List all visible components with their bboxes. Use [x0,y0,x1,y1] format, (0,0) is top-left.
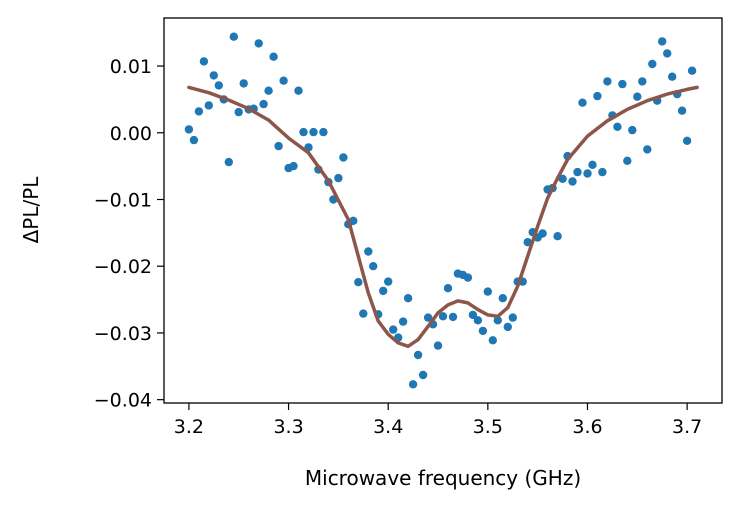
data-point [463,273,473,282]
data-point [413,350,423,360]
data-point [418,370,428,380]
data-point [633,92,642,101]
data-point [473,316,483,325]
data-point [658,37,667,46]
data-point [379,286,388,296]
data-point [319,127,328,137]
y-tick-label: −0.02 [94,256,152,278]
data-point [364,247,373,256]
y-tick-label: −0.03 [94,323,152,345]
data-point [598,167,607,177]
data-point [588,160,597,169]
data-point [309,127,318,137]
data-point [279,76,288,85]
y-axis: 0.01 0.00 −0.01 −0.02 −0.03 −0.04 [94,56,164,412]
data-point [229,32,238,41]
data-point [638,77,647,86]
y-axis-label: ΔPL/PL [19,176,43,244]
data-point [663,49,672,58]
data-point [339,153,348,162]
data-point [299,127,308,137]
data-point [359,309,368,318]
data-point [682,136,692,145]
x-tick-label: 3.5 [473,416,503,438]
data-point [274,141,283,151]
data-point [438,312,448,321]
data-point [408,380,418,389]
data-point [269,52,278,61]
data-point [369,262,378,271]
y-tick-label: 0.01 [110,56,152,78]
data-point [289,161,298,171]
data-point [423,313,433,322]
data-point [349,216,358,225]
data-point [498,294,507,303]
data-point [264,86,273,95]
data-point [448,312,458,322]
data-point [234,107,243,117]
plot-frame [163,17,723,404]
data-point [618,79,627,89]
data-point [523,238,532,247]
data-point [603,77,612,86]
data-point [583,169,592,178]
data-point [478,326,488,336]
data-point [578,98,587,107]
x-tick-label: 3.6 [572,416,602,438]
data-point [254,39,263,48]
data-point [483,287,492,296]
data-point [503,322,512,332]
data-point [433,341,443,350]
x-tick-label: 3.4 [373,416,403,438]
data-point [687,66,697,75]
fit-curve-layer [187,85,699,349]
data-point [294,86,303,95]
data-point [224,157,233,167]
data-point [199,57,209,66]
data-point [443,284,453,293]
data-point [648,59,657,69]
data-point [568,177,577,186]
data-point [259,99,268,109]
data-point [194,107,204,116]
data-point [488,336,497,345]
data-point [493,316,502,325]
data-point [384,277,393,286]
fit-curve [187,85,699,349]
x-tick-label: 3.7 [672,416,702,438]
data-point [553,232,562,241]
data-point [184,125,194,134]
data-point [593,91,602,101]
data-point [573,167,582,177]
data-point [628,125,637,135]
data-point [389,325,398,334]
y-tick-label: −0.01 [94,189,152,211]
data-point [538,229,547,238]
x-axis-label: Microwave frequency (GHz) [305,466,581,490]
x-tick-label: 3.3 [273,416,303,438]
data-point [239,79,248,88]
data-point [214,81,223,90]
data-point [189,135,199,145]
data-point [398,317,408,326]
y-tick-label: −0.04 [94,390,152,412]
data-point [677,106,687,115]
y-tick-label: 0.00 [110,123,152,145]
data-point [403,294,413,303]
data-point [623,156,632,165]
data-point [204,101,213,110]
x-tick-label: 3.2 [174,416,204,438]
data-point [668,72,677,81]
data-point [354,278,363,287]
data-point [468,310,478,320]
data-point [613,122,622,131]
data-point [334,173,343,183]
data-point [558,174,567,183]
data-point [643,145,652,154]
data-point [508,313,517,322]
data-point [209,71,218,80]
x-axis: 3.2 3.3 3.4 3.5 3.6 3.7 [174,403,702,438]
